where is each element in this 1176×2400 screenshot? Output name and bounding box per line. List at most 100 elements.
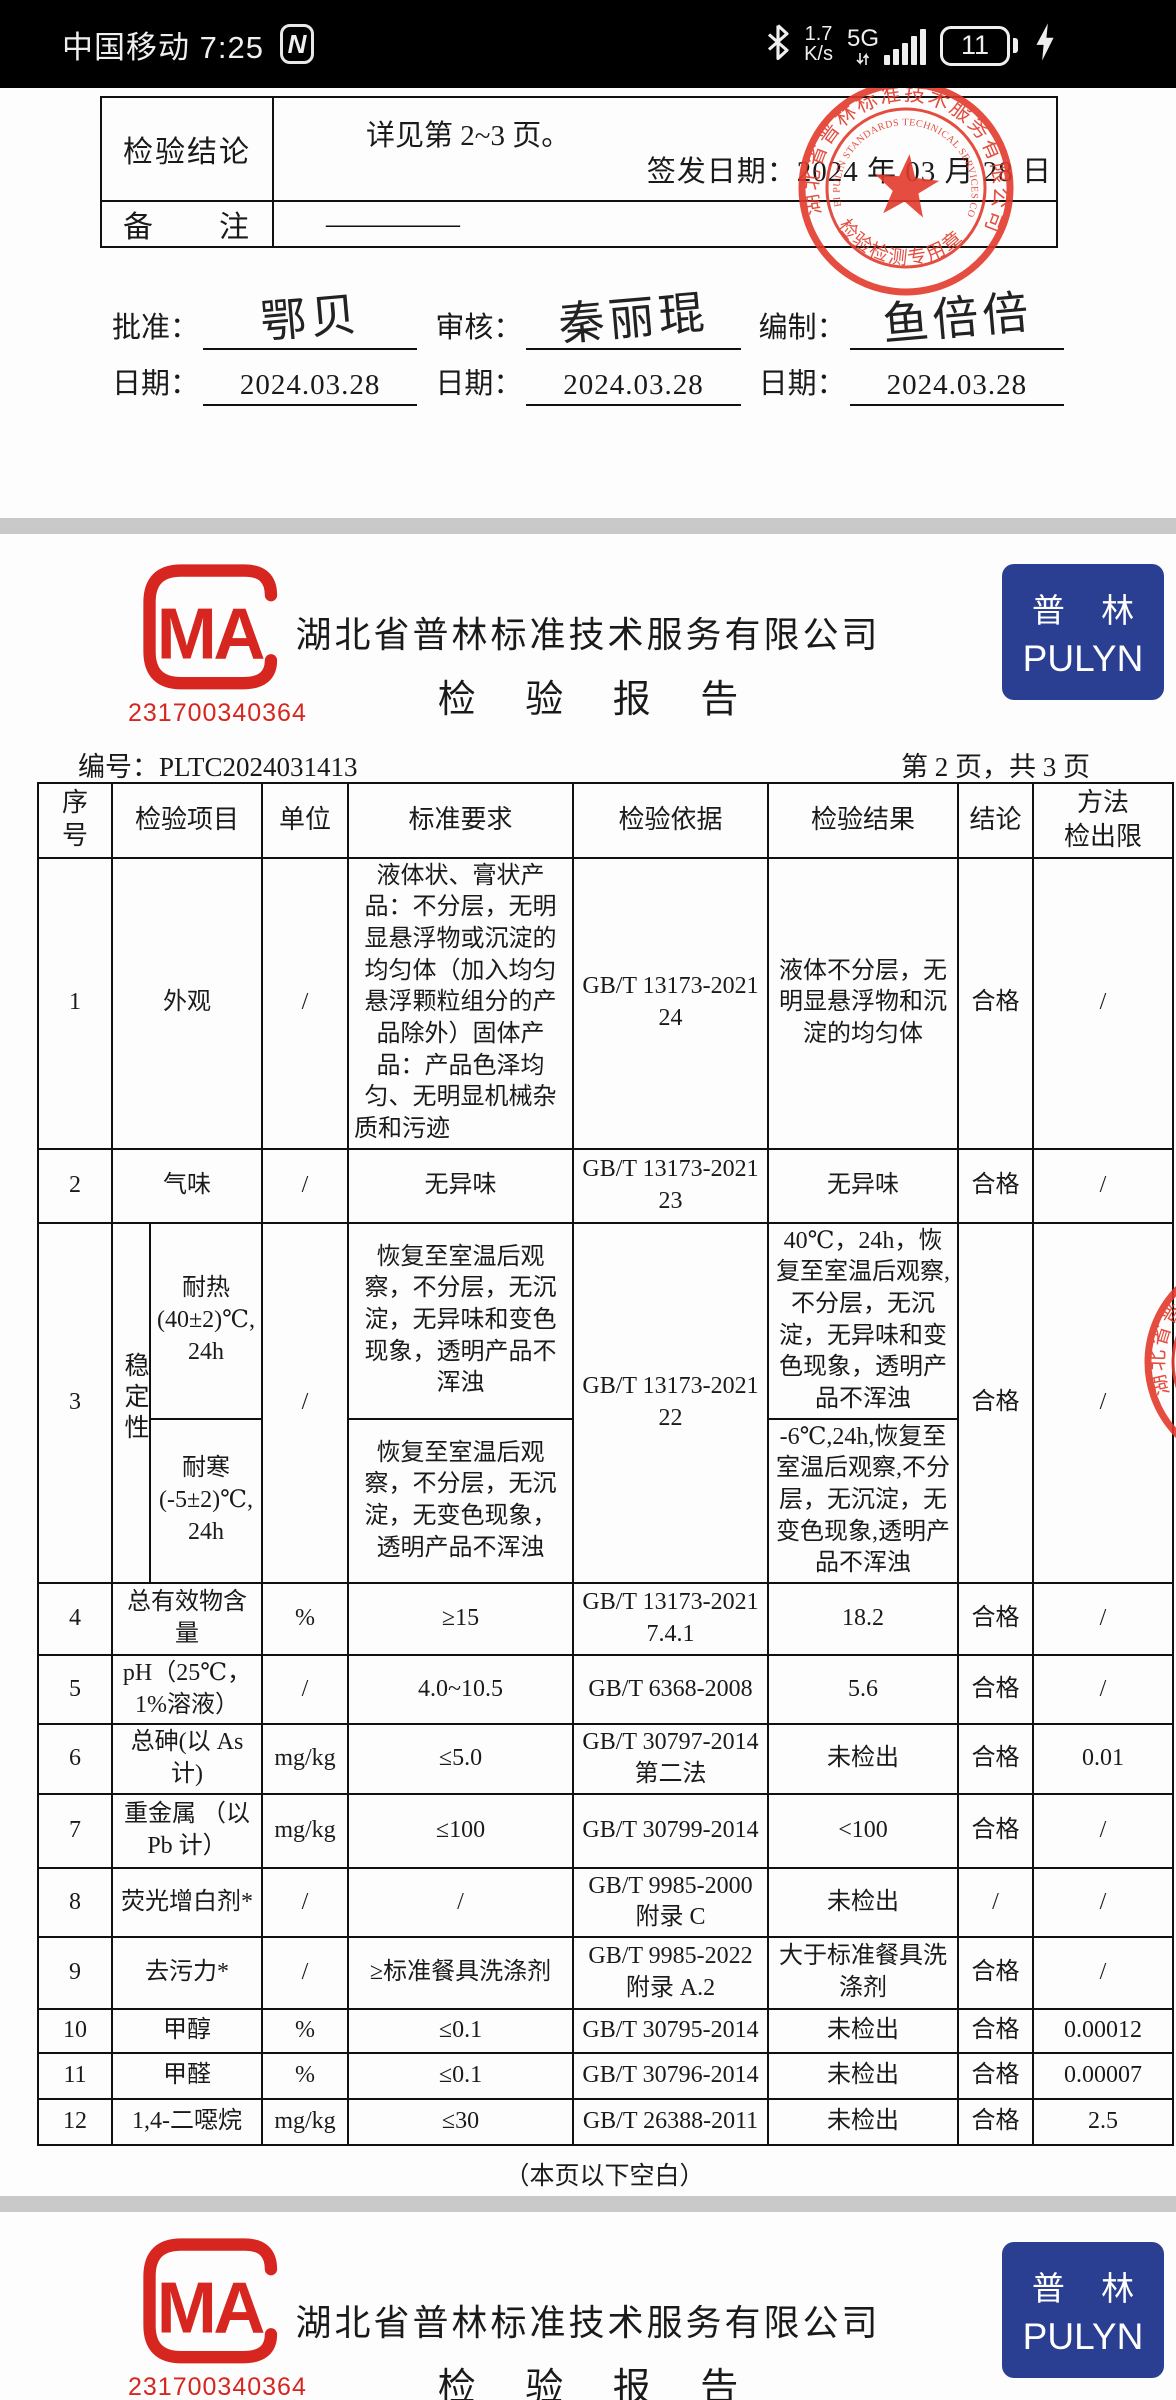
cell-conclusion: 合格 xyxy=(957,1936,1035,2011)
cell-basis: GB/T 13173-2021 24 xyxy=(572,856,770,1150)
review-label: 审核： xyxy=(435,312,523,344)
col-header-limit: 方法 检出限 xyxy=(1032,782,1175,859)
table-row-1: 1 外观 / 液体状、膏状产品：不分层，无明显悬浮物或沉淀的均匀体（加入均匀悬浮… xyxy=(37,856,1175,1150)
cell-limit: 0.01 xyxy=(1032,1723,1175,1795)
cell-result: 大于标准餐具洗涤剂 xyxy=(767,1936,960,2011)
table-row-4: 4 总有效物含量 % ≥15 GB/T 13173-2021 7.4.1 18.… xyxy=(37,1582,1175,1657)
review-signature-line: 秦丽琨 xyxy=(526,287,741,350)
col-header-no: 序号 xyxy=(37,782,113,859)
cell-requirement: 无异味 xyxy=(347,1147,575,1224)
signatures-row: 批准： 鄂贝 审核： 秦丽琨 编制： 鱼倍倍 xyxy=(0,287,1176,350)
cell-conclusion: 合格 xyxy=(957,1582,1035,1657)
charging-bolt-icon xyxy=(1032,22,1058,67)
cell-item: 外观 xyxy=(110,856,264,1150)
cell-limit: / xyxy=(1032,1936,1175,2011)
cell-limit: 0.00007 xyxy=(1032,2052,1175,2101)
pulyn-logo: 普 林 PULYN xyxy=(1002,2242,1164,2378)
cell-result-heat: 40℃，24h，恢复至室温后观察,不分层，无沉淀，无异味和变色现象，透明产品不浑… xyxy=(767,1221,960,1420)
cell-no: 5 xyxy=(37,1654,113,1726)
cell-requirement: ≤5.0 xyxy=(347,1723,575,1795)
cell-conclusion: 合格 xyxy=(957,1654,1035,1726)
cell-conclusion: 合格 xyxy=(957,1221,1035,1585)
cell-requirement: ≤30 xyxy=(347,2098,575,2147)
cell-result: <100 xyxy=(767,1792,960,1869)
cell-result: 18.2 xyxy=(767,1582,960,1657)
review-date: 2024.03.28 xyxy=(526,369,741,406)
approve-date-label: 日期： xyxy=(112,368,200,400)
report-page-3: MA 231700340364 湖北省普林标准技术服务有限公司 检 验 报 告 … xyxy=(0,2212,1176,2400)
cell-requirement: 4.0~10.5 xyxy=(347,1654,575,1726)
report-number: 编号：PLTC2024031413 xyxy=(78,751,358,782)
report-page-1: 检验结论 详见第 2~3 页。 签发日期：2024 年 03 月 28 日 备 … xyxy=(0,88,1176,518)
header-row: 序号 检验项目 单位 标准要求 检验依据 检验结果 结论 方法 检出限 xyxy=(37,782,1175,859)
table-row-7: 7 重金属 （以 Pb 计） mg/kg ≤100 GB/T 30799-201… xyxy=(37,1792,1175,1869)
document-scroll-area[interactable]: 检验结论 详见第 2~3 页。 签发日期：2024 年 03 月 28 日 备 … xyxy=(0,88,1176,2400)
review-group: 审核： 秦丽琨 xyxy=(435,287,741,350)
cell-basis: GB/T 30797-2014 第二法 xyxy=(572,1723,770,1795)
cell-requirement-cold: 恢复至室温后观察，不分层，无沉淀，无变色现象，透明产品不浑浊 xyxy=(347,1417,575,1585)
cell-unit: % xyxy=(261,2008,350,2055)
cell-basis: GB/T 30799-2014 xyxy=(572,1792,770,1869)
cell-result-cold: -6℃,24h,恢复至室温后观察,不分层，无沉淀，无变色现象,透明产品不浑浊 xyxy=(767,1417,960,1585)
network-speed-value: 1.7 xyxy=(804,22,833,45)
cell-item: 甲醇 xyxy=(110,2008,264,2055)
cell-no: 4 xyxy=(37,1582,113,1657)
prepare-signature-line: 鱼倍倍 xyxy=(849,287,1064,350)
cell-basis: GB/T 13173-2021 22 xyxy=(572,1221,770,1585)
bluetooth-icon xyxy=(766,22,790,67)
col-header-item: 检验项目 xyxy=(110,782,264,859)
cell-conclusion: 合格 xyxy=(957,856,1035,1150)
cell-conclusion: 合格 xyxy=(957,1792,1035,1869)
cell-basis: GB/T 30796-2014 xyxy=(572,2052,770,2101)
remark-label: 备 注 xyxy=(100,200,274,248)
issue-date: 签发日期：2024 年 03 月 28 日 xyxy=(646,156,1052,188)
cma-number: 231700340364 xyxy=(128,699,307,727)
report-page-2: MA 231700340364 湖北省普林标准技术服务有限公司 检 验 报 告 … xyxy=(0,534,1176,2196)
pulyn-logo-en: PULYN xyxy=(1022,638,1144,679)
cell-limit: / xyxy=(1032,1582,1175,1657)
cma-logo-icon: MA xyxy=(143,564,278,690)
cell-requirement-heat: 恢复至室温后观察，不分层，无沉淀，无异味和变色现象，透明产品不浑浊 xyxy=(347,1221,575,1420)
cell-result: 未检出 xyxy=(767,1723,960,1795)
cell-result: 未检出 xyxy=(767,1866,960,1939)
cell-requirement: / xyxy=(347,1866,575,1939)
cell-basis: GB/T 9985-2000 附录 C xyxy=(572,1866,770,1939)
pulyn-logo: 普 林 PULYN xyxy=(1002,564,1164,700)
approve-date: 2024.03.28 xyxy=(203,369,418,406)
remark-row: 备 注 ————— xyxy=(100,200,1058,248)
cell-unit: / xyxy=(261,1936,350,2011)
approve-signature-line: 鄂贝 xyxy=(203,289,418,350)
conclusion-label: 检验结论 xyxy=(100,96,274,202)
cell-requirement: ≥标准餐具洗涤剂 xyxy=(347,1936,575,2011)
remark-cell: ————— xyxy=(272,200,1058,248)
conclusion-row: 检验结论 详见第 2~3 页。 签发日期：2024 年 03 月 28 日 xyxy=(100,96,1058,202)
col-header-unit: 单位 xyxy=(261,782,350,859)
cell-no: 8 xyxy=(37,1866,113,1939)
cell-limit: / xyxy=(1032,1866,1175,1939)
cell-item-heat: 耐热(40±2)℃, 24h xyxy=(148,1221,264,1420)
cell-basis: GB/T 13173-2021 7.4.1 xyxy=(572,1582,770,1657)
cell-conclusion: 合格 xyxy=(957,2098,1035,2147)
cell-unit: / xyxy=(261,1147,350,1224)
page-separator xyxy=(0,518,1176,534)
table-row-10: 10 甲醇 % ≤0.1 GB/T 30795-2014 未检出 合格 0.00… xyxy=(37,2008,1175,2055)
company-name: 湖北省普林标准技术服务有限公司 xyxy=(295,615,881,655)
cell-limit: / xyxy=(1032,856,1175,1150)
cell-result: 未检出 xyxy=(767,2008,960,2055)
table-row-11: 11 甲醛 % ≤0.1 GB/T 30796-2014 未检出 合格 0.00… xyxy=(37,2052,1175,2101)
cell-stability-group: 稳定性 xyxy=(111,1221,151,1585)
approve-label: 批准： xyxy=(112,312,200,344)
report-header-page3: MA 231700340364 湖北省普林标准技术服务有限公司 检 验 报 告 … xyxy=(0,2212,1176,2400)
cell-conclusion: 合格 xyxy=(957,1147,1035,1224)
table-row-6: 6 总砷(以 As 计) mg/kg ≤5.0 GB/T 30797-2014 … xyxy=(37,1723,1175,1795)
report-header: MA 231700340364 湖北省普林标准技术服务有限公司 检 验 报 告 … xyxy=(0,534,1176,746)
cell-no: 1 xyxy=(37,856,113,1150)
cell-no: 6 xyxy=(37,1723,113,1795)
cell-no: 10 xyxy=(37,2008,113,2055)
report-meta-row: 编号：PLTC2024031413 第 2 页，共 3 页 xyxy=(0,746,1176,782)
col-header-basis: 检验依据 xyxy=(572,782,770,859)
approve-date-group: 日期： 2024.03.28 xyxy=(112,360,418,406)
cell-result: 未检出 xyxy=(767,2098,960,2147)
cell-item: 气味 xyxy=(110,1147,264,1224)
cell-basis: GB/T 9985-2022 附录 A.2 xyxy=(572,1936,770,2011)
